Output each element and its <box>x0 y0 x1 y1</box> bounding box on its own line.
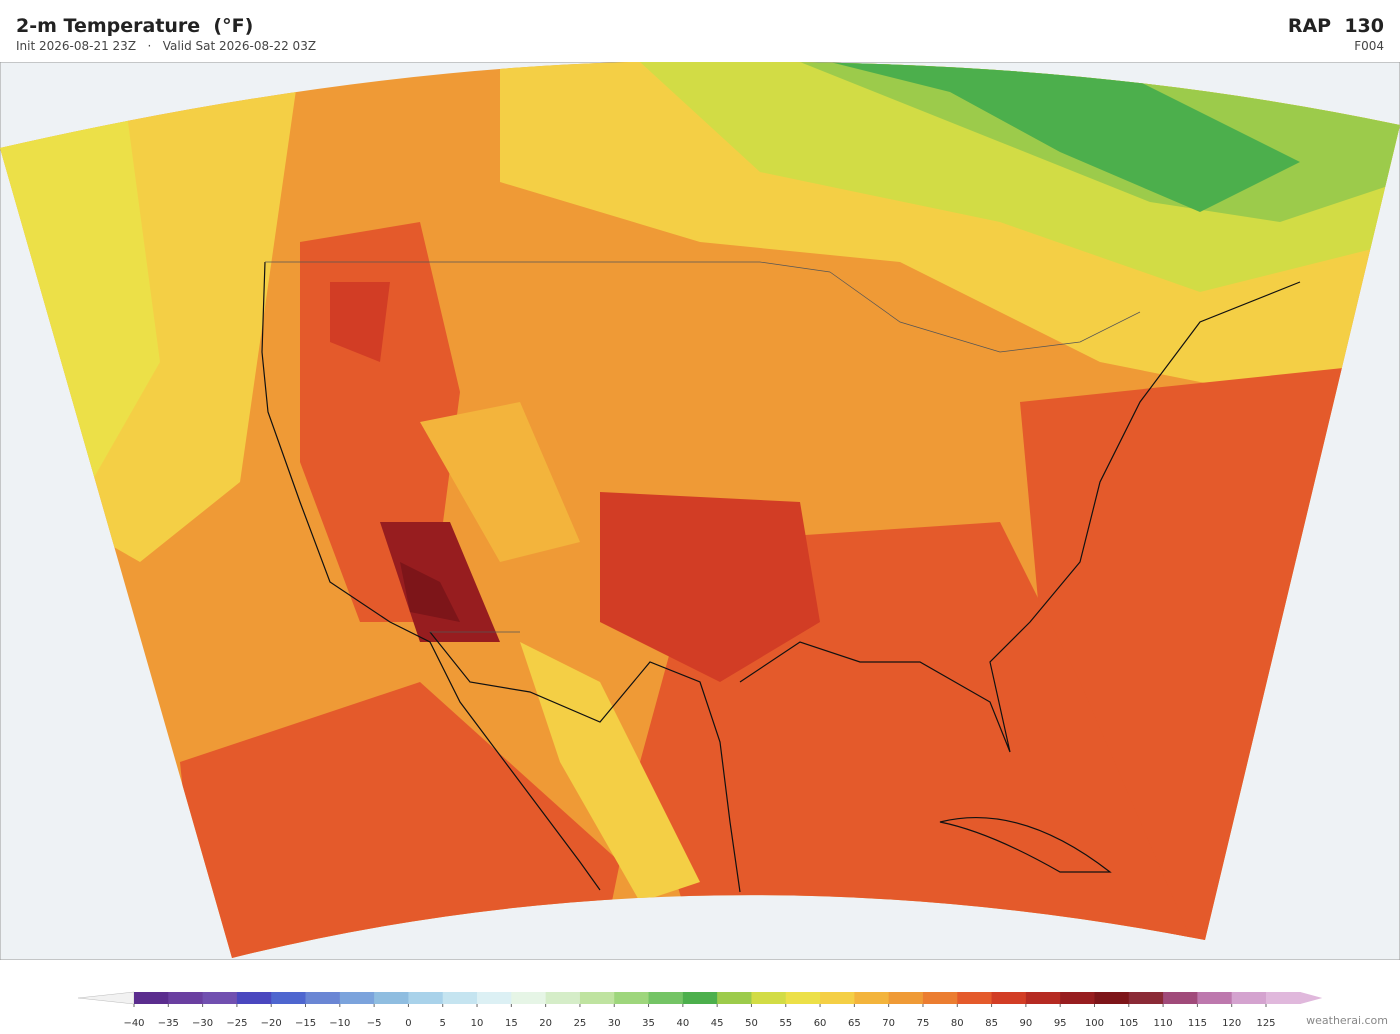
colorbar-label: 35 <box>642 1018 655 1029</box>
colorbar-segment <box>1025 992 1061 1004</box>
colorbar: −40 −35 −30 −25 −20 −15 −10 −5 0 5 10 15 20 25 30 35 40 4… <box>77 991 1323 1029</box>
colorbar-segment <box>717 992 752 1004</box>
colorbar-segment <box>1163 992 1198 1004</box>
colorbar-segment <box>1094 992 1130 1004</box>
colorbar-segment <box>682 992 718 1004</box>
colorbar-label: 75 <box>917 1018 930 1029</box>
colorbar-label: 70 <box>882 1018 895 1029</box>
init-time: Init 2026-08-21 23Z <box>16 39 137 53</box>
colorbar-label: 95 <box>1054 1018 1067 1029</box>
map <box>0 62 1400 960</box>
colorbar-label: 55 <box>779 1018 792 1029</box>
colorbar-label: −35 <box>158 1018 179 1029</box>
temperature-field <box>0 62 1400 959</box>
colorbar-segment <box>374 992 409 1004</box>
colorbar-label: 40 <box>676 1018 689 1029</box>
colorbar-label: 15 <box>505 1018 518 1029</box>
colorbar-label: 5 <box>440 1018 446 1029</box>
colorbar-segment <box>1231 992 1267 1004</box>
colorbar-segment <box>888 992 924 1004</box>
colorbar-segment <box>854 992 890 1004</box>
colorbar-segment <box>511 992 547 1004</box>
colorbar-label: −15 <box>295 1018 316 1029</box>
valid-time: Valid Sat 2026-08-22 03Z <box>162 39 317 53</box>
colorbar-label: −10 <box>329 1018 350 1029</box>
credit: weatherai.com <box>1306 1014 1388 1027</box>
forecast-hour: F004 <box>1354 39 1384 53</box>
colorbar-segment <box>271 992 307 1004</box>
colorbar-label: 60 <box>814 1018 827 1029</box>
colorbar-label: 80 <box>951 1018 964 1029</box>
colorbar-label: 45 <box>711 1018 724 1029</box>
colorbar-label: 25 <box>574 1018 587 1029</box>
colorbar-label: 105 <box>1119 1018 1138 1029</box>
model-name: RAP 130 <box>1287 15 1384 37</box>
borders <box>265 261 1141 633</box>
colorbar-segment <box>545 992 581 1004</box>
colorbar-segment <box>1128 992 1164 1004</box>
colorbar-label: 20 <box>539 1018 552 1029</box>
colorbar-label: 120 <box>1222 1018 1241 1029</box>
colorbar-label: 65 <box>848 1018 861 1029</box>
colorbar-label: 100 <box>1085 1018 1104 1029</box>
colorbar-label: 50 <box>745 1018 758 1029</box>
colorbar-label: 30 <box>608 1018 621 1029</box>
colorbar-segment <box>922 992 958 1004</box>
colorbar-label: −30 <box>192 1018 213 1029</box>
separator: · <box>147 39 152 53</box>
colorbar-segment <box>477 992 512 1004</box>
colorbar-segment <box>1266 992 1301 1004</box>
colorbar-segment <box>751 992 787 1004</box>
colorbar-label: −5 <box>367 1018 382 1029</box>
colorbar-segment <box>168 992 204 1004</box>
colorbar-label: 10 <box>471 1018 484 1029</box>
title: 2-m Temperature (°F) <box>16 15 254 37</box>
colorbar-segment <box>957 992 993 1004</box>
colorbar-segment <box>339 992 375 1004</box>
colorbar-arrow-left <box>77 991 135 1005</box>
colorbar-label: −40 <box>123 1018 144 1029</box>
colorbar-segment <box>614 992 650 1004</box>
colorbar-segment <box>648 992 684 1004</box>
colorbar-segment <box>305 992 341 1004</box>
colorbar-segment <box>202 992 238 1004</box>
colorbar-label: −25 <box>226 1018 247 1029</box>
colorbar-segment <box>1060 992 1095 1004</box>
colorbar-segment <box>134 992 169 1004</box>
colorbar-segment <box>785 992 821 1004</box>
colorbar-label: 90 <box>1020 1018 1033 1029</box>
colorbar-segment <box>442 992 478 1004</box>
colorbar-label: 85 <box>985 1018 998 1029</box>
coastlines <box>261 261 1301 893</box>
colorbar-segment <box>579 992 615 1004</box>
colorbar-segment <box>991 992 1027 1004</box>
colorbar-segment <box>1197 992 1233 1004</box>
colorbar-segment <box>236 992 272 1004</box>
colorbar-label: 110 <box>1154 1018 1173 1029</box>
colorbar-arrow-right <box>1300 992 1323 1004</box>
colorbar-segment <box>820 992 855 1004</box>
colorbar-label: 115 <box>1188 1018 1207 1029</box>
colorbar-label: 125 <box>1256 1018 1275 1029</box>
colorbar-label: −20 <box>261 1018 282 1029</box>
colorbar-label: 0 <box>405 1018 411 1029</box>
subtitle: Init 2026-08-21 23Z · Valid Sat 2026-08-… <box>16 39 316 53</box>
colorbar-segment <box>408 992 444 1004</box>
